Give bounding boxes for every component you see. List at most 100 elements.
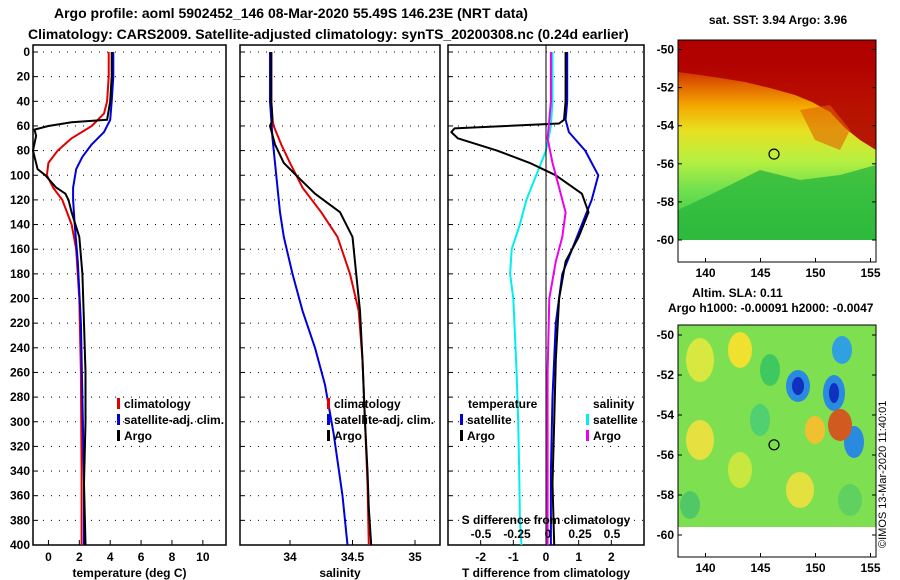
- gridline-dot: [123, 150, 124, 152]
- gridline-dot: [203, 371, 204, 373]
- gridline-dot: [250, 224, 251, 226]
- gridline-dot: [75, 199, 76, 201]
- gridline-dot: [602, 347, 603, 349]
- gridline-dot: [290, 470, 291, 472]
- gridline-dot: [466, 174, 467, 176]
- gridline-dot: [514, 150, 515, 152]
- sla-blob: [838, 484, 862, 516]
- gridline-dot: [394, 199, 395, 201]
- gridline-dot: [107, 445, 108, 447]
- gridline-dot: [67, 298, 68, 299]
- gridline-dot: [586, 470, 587, 472]
- gridline-dot: [322, 298, 323, 299]
- gridline-dot: [171, 125, 172, 127]
- gridline-dot: [514, 273, 515, 275]
- sst-map-frame: [677, 39, 877, 263]
- gridline-dot: [378, 174, 379, 176]
- gridline-dot: [394, 150, 395, 152]
- gridline-dot: [123, 495, 124, 497]
- gridline-dot: [506, 519, 507, 521]
- y-tick-label: 220: [10, 316, 30, 330]
- gridline-dot: [67, 322, 68, 324]
- gridline-dot: [99, 174, 100, 176]
- gridline-dot: [330, 298, 331, 299]
- gridline-dot: [147, 347, 148, 349]
- gridline-dot: [258, 100, 259, 102]
- gridline-dot: [602, 371, 603, 373]
- gridline-dot: [211, 100, 212, 102]
- gridline-dot: [250, 150, 251, 152]
- gridline-dot: [618, 51, 619, 53]
- gridline-dot: [203, 445, 204, 447]
- gridline-dot: [378, 347, 379, 349]
- gridline-dot: [570, 248, 571, 250]
- gridline-dot: [91, 396, 92, 398]
- gridline-dot: [99, 544, 100, 546]
- gridline-dot: [99, 273, 100, 275]
- x-tick-label: 34.5: [341, 550, 365, 564]
- gridline-dot: [43, 421, 44, 423]
- legend-swatch: [327, 398, 330, 409]
- gridline-dot: [602, 470, 603, 472]
- gridline-dot: [626, 298, 627, 299]
- x-tick-label: 150: [805, 266, 825, 280]
- gridline-dot: [282, 150, 283, 152]
- gridline-dot: [179, 248, 180, 250]
- gridline-dot: [115, 396, 116, 398]
- gridline-dot: [458, 248, 459, 250]
- gridline-dot: [274, 224, 275, 226]
- gridline-dot: [378, 100, 379, 102]
- gridline-dot: [522, 371, 523, 373]
- gridline-dot: [203, 174, 204, 176]
- series-line-climatology: [45, 52, 110, 545]
- gridline-dot: [43, 445, 44, 447]
- x-tick-label: 155: [860, 561, 880, 575]
- gridline-dot: [378, 224, 379, 226]
- gridline-dot: [554, 224, 555, 226]
- gridline-dot: [514, 76, 515, 78]
- gridline-dot: [474, 396, 475, 398]
- gridline-dot: [51, 396, 52, 398]
- gridline-dot: [139, 224, 140, 226]
- gridline-dot: [402, 174, 403, 176]
- gridline-dot: [219, 298, 220, 299]
- gridline-dot: [530, 495, 531, 497]
- gridline-dot: [338, 199, 339, 201]
- gridline-dot: [522, 421, 523, 423]
- gridline-dot: [115, 100, 116, 102]
- gridline-dot: [642, 224, 643, 226]
- gridline-dot: [402, 519, 403, 521]
- gridline-dot: [91, 150, 92, 152]
- gridline-dot: [538, 174, 539, 176]
- gridline-dot: [75, 445, 76, 447]
- x-tick-label: 0: [543, 550, 550, 564]
- sla-blob: [728, 452, 752, 488]
- sla-high-eddy: [828, 409, 852, 441]
- legend-swatch: [117, 414, 120, 425]
- gridline-dot: [554, 125, 555, 127]
- gridline-dot: [354, 347, 355, 349]
- gridline-dot: [219, 51, 220, 53]
- gridline-dot: [91, 174, 92, 176]
- gridline-dot: [75, 347, 76, 349]
- gridline-dot: [618, 248, 619, 250]
- gridline-dot: [298, 396, 299, 398]
- gridline-dot: [634, 248, 635, 250]
- gridline-dot: [602, 519, 603, 521]
- gridline-dot: [290, 298, 291, 299]
- gridline-dot: [298, 224, 299, 226]
- gridline-dot: [83, 199, 84, 201]
- gridline-dot: [522, 150, 523, 152]
- gridline-dot: [418, 273, 419, 275]
- gridline-dot: [147, 248, 148, 250]
- gridline-dot: [498, 248, 499, 250]
- gridline-dot: [99, 51, 100, 53]
- gridline-dot: [274, 51, 275, 53]
- gridline-dot: [274, 298, 275, 299]
- sla-blob: [760, 354, 780, 386]
- gridline-dot: [362, 100, 363, 102]
- gridline-dot: [642, 347, 643, 349]
- gridline-dot: [147, 273, 148, 275]
- gridline-dot: [282, 495, 283, 497]
